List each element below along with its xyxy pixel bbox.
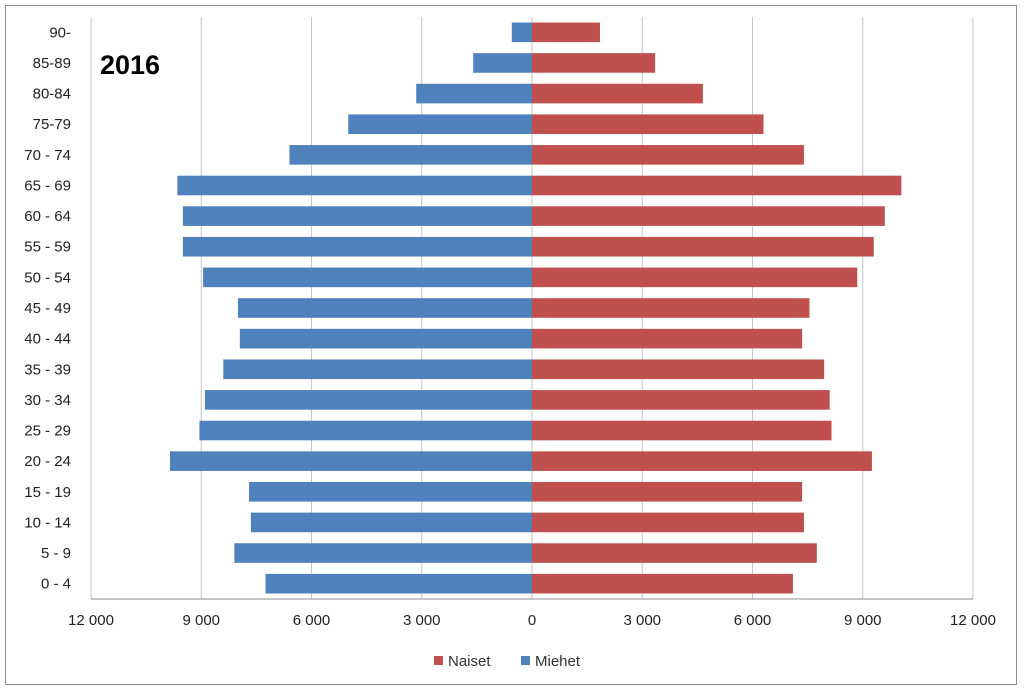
bar-miehet-40-44: [239, 328, 532, 349]
bar-naiset-5-9: [532, 543, 817, 563]
legend-label-naiset: Naiset: [448, 653, 491, 670]
bar-naiset-80-84: [532, 83, 703, 104]
y-category-label: 25 - 29: [24, 423, 71, 440]
y-category-label: 80-84: [33, 86, 71, 103]
bar-miehet-65-69: [177, 175, 533, 196]
legend: Naiset Miehet: [434, 653, 581, 670]
bar-miehet-0-4: [265, 573, 532, 594]
bar-miehet-25-29: [199, 420, 532, 441]
bar-miehet-30-34: [204, 390, 533, 410]
bar-miehet-90-: [511, 22, 532, 43]
y-category-label: 65 - 69: [24, 177, 71, 194]
y-category-label: 75-79: [33, 116, 71, 133]
y-category-label: 90-: [49, 24, 71, 41]
bar-naiset-90-: [532, 22, 600, 43]
bar-naiset-10-14: [532, 512, 804, 533]
bar-miehet-35-39: [223, 359, 533, 380]
bar-miehet-15-19: [249, 481, 532, 502]
x-tick-label: 0: [528, 612, 536, 629]
bar-naiset-40-44: [532, 328, 803, 349]
bar-miehet-50-54: [203, 267, 532, 288]
y-category-label: 30 - 34: [24, 392, 71, 409]
legend-swatch-naiset: [434, 656, 443, 665]
bar-miehet-70-74: [289, 145, 532, 165]
y-category-label: 45 - 49: [24, 300, 71, 317]
y-category-label: 20 - 24: [24, 453, 71, 470]
bar-naiset-65-69: [532, 175, 902, 196]
y-category-label: 50 - 54: [24, 269, 71, 286]
chart-frame: 12 000 9 000 6 000 3 000 0 3 000 6 000 9 000 12 …: [5, 5, 1017, 685]
x-tick-label: 3 000: [403, 612, 441, 629]
x-tick-labels: 12 000 9 000 6 000 3 000 0 3 000 6 000 9 000 12 …: [68, 612, 996, 629]
legend-label-miehet: Miehet: [535, 653, 581, 670]
x-tick-label: 9 000: [182, 612, 220, 629]
y-category-label: 0 - 4: [41, 576, 71, 593]
bar-miehet-10-14: [250, 512, 533, 533]
y-category-label: 85-89: [33, 55, 71, 72]
bar-miehet-55-59: [182, 236, 532, 257]
bar-naiset-15-19: [532, 481, 803, 502]
bar-naiset-85-89: [532, 53, 656, 73]
y-category-label: 40 - 44: [24, 331, 71, 348]
bar-miehet-5-9: [234, 543, 532, 563]
bar-naiset-45-49: [532, 298, 810, 318]
x-tick-label: 12 000: [68, 612, 114, 629]
x-tick-label: 9 000: [844, 612, 882, 629]
bar-naiset-0-4: [532, 573, 793, 594]
y-category-label: 5 - 9: [41, 545, 71, 562]
y-category-label: 60 - 64: [24, 208, 71, 225]
y-category-label: 10 - 14: [24, 514, 71, 531]
bar-naiset-70-74: [532, 145, 804, 165]
bar-naiset-25-29: [532, 420, 832, 441]
x-tick-label: 6 000: [734, 612, 772, 629]
bar-naiset-55-59: [532, 236, 874, 257]
y-category-label: 55 - 59: [24, 239, 71, 256]
bar-naiset-60-64: [532, 206, 885, 226]
bar-naiset-50-54: [532, 267, 858, 288]
bar-miehet-75-79: [348, 114, 532, 135]
x-tick-label: 12 000: [950, 612, 996, 629]
y-category-label: 15 - 19: [24, 484, 71, 501]
x-tick-label: 3 000: [623, 612, 661, 629]
bar-miehet-85-89: [473, 53, 532, 73]
bar-naiset-20-24: [532, 451, 872, 471]
bar-naiset-30-34: [532, 390, 830, 410]
legend-swatch-miehet: [521, 656, 530, 665]
bar-miehet-60-64: [182, 206, 532, 226]
bar-miehet-20-24: [170, 451, 532, 471]
bars: [170, 22, 902, 594]
population-pyramid-chart: 12 000 9 000 6 000 3 000 0 3 000 6 000 9 000 12 …: [24, 17, 996, 670]
x-tick-label: 6 000: [293, 612, 331, 629]
bar-naiset-35-39: [532, 359, 825, 380]
y-category-label: 35 - 39: [24, 361, 71, 378]
year-label: 2016: [100, 50, 160, 80]
bar-miehet-45-49: [238, 298, 532, 318]
y-category-labels: 0 - 4 5 - 9 10 - 14 15 - 19 20 - 24 25 - 29 30…: [24, 24, 71, 592]
bar-naiset-75-79: [532, 114, 764, 135]
y-category-label: 70 - 74: [24, 147, 71, 164]
bar-miehet-80-84: [416, 83, 532, 104]
